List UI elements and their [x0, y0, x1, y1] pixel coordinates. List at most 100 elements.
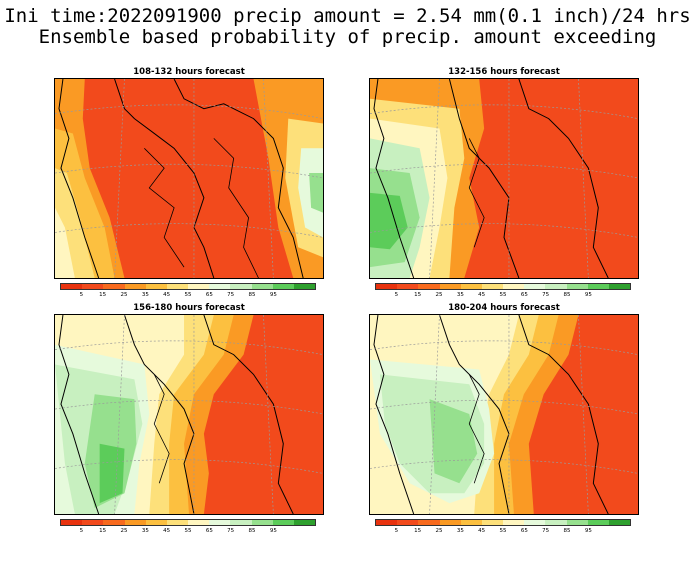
colorbar-tick-label: 35 [456, 528, 464, 534]
colorbar-ticks: 5 15 25 35 45 55 65 75 85 95 [60, 292, 316, 300]
colorbar-tick-label: 45 [478, 292, 486, 298]
colorbar-swatch [103, 284, 125, 289]
probability-map [369, 314, 639, 515]
colorbar-swatch [376, 520, 398, 525]
colorbar-tick-label: 95 [584, 292, 592, 298]
colorbar-swatch [272, 284, 294, 289]
colorbar-swatch [397, 520, 419, 525]
colorbar-tick-label: 55 [184, 528, 192, 534]
colorbar [375, 519, 631, 526]
colorbar-tick-label: 25 [435, 528, 443, 534]
colorbar-swatch [439, 284, 461, 289]
colorbar-swatch [124, 520, 146, 525]
colorbar-swatch [587, 284, 609, 289]
colorbar-swatch [503, 520, 525, 525]
colorbar-swatch [166, 520, 189, 525]
colorbar-tick-label: 75 [542, 292, 550, 298]
colorbar-tick-label: 15 [414, 292, 422, 298]
colorbar-swatch [481, 284, 504, 289]
colorbar [60, 283, 316, 290]
panel-title: 132-156 hours forecast [448, 67, 560, 77]
colorbar-swatch [566, 520, 588, 525]
panel-156-180: 156-180 hours forecast 5 15 25 35 45 55 65 75 85… [54, 303, 324, 563]
colorbar-tick-label: 95 [269, 528, 277, 534]
colorbar-swatch [61, 520, 83, 525]
colorbar [60, 519, 316, 526]
colorbar-tick-label: 95 [269, 292, 277, 298]
panel-title: 156-180 hours forecast [133, 303, 245, 313]
colorbar-swatch [481, 520, 504, 525]
colorbar-tick-label: 75 [227, 528, 235, 534]
colorbar-tick-label: 95 [584, 528, 592, 534]
colorbar-swatch [230, 520, 252, 525]
colorbar-tick-label: 35 [141, 292, 149, 298]
colorbar-swatch [566, 284, 588, 289]
colorbar-tick-label: 45 [163, 292, 171, 298]
colorbar-swatch [608, 284, 631, 289]
panel-title: 108-132 hours forecast [133, 67, 245, 77]
colorbar-tick-label: 15 [99, 528, 107, 534]
colorbar-swatch [166, 284, 189, 289]
probability-map [369, 78, 639, 279]
colorbar-swatch [439, 520, 461, 525]
colorbar [375, 283, 631, 290]
colorbar-tick-label: 55 [499, 528, 507, 534]
colorbar-tick-label: 85 [248, 528, 256, 534]
probability-map [54, 314, 324, 515]
colorbar-swatch [82, 284, 104, 289]
colorbar-tick-label: 35 [456, 292, 464, 298]
colorbar-ticks: 5 15 25 35 45 55 65 75 85 95 [60, 528, 316, 536]
figure-title-line2: Ensemble based probability of precip. am… [38, 26, 657, 48]
colorbar-tick-label: 55 [184, 292, 192, 298]
colorbar-swatch [251, 520, 273, 525]
colorbar-swatch [376, 284, 398, 289]
colorbar-swatch [418, 284, 440, 289]
panel-180-204: 180-204 hours forecast 5 15 25 35 45 55 65 75 85… [369, 303, 639, 563]
colorbar-swatch [460, 284, 482, 289]
colorbar-swatch [124, 284, 146, 289]
colorbar-swatch [188, 520, 210, 525]
colorbar-tick-label: 35 [141, 528, 149, 534]
colorbar-tick-label: 65 [205, 292, 213, 298]
colorbar-tick-label: 85 [563, 292, 571, 298]
colorbar-tick-label: 85 [563, 528, 571, 534]
colorbar-swatch [587, 520, 609, 525]
colorbar-tick-label: 25 [435, 292, 443, 298]
colorbar-tick-label: 65 [520, 292, 528, 298]
colorbar-swatch [397, 284, 419, 289]
colorbar-swatch [188, 284, 210, 289]
colorbar-swatch [145, 284, 167, 289]
colorbar-tick-label: 15 [414, 528, 422, 534]
colorbar-tick-label: 15 [99, 292, 107, 298]
colorbar-tick-label: 5 [394, 292, 399, 298]
colorbar-tick-label: 45 [163, 528, 171, 534]
colorbar-swatch [293, 284, 316, 289]
colorbar-swatch [524, 284, 546, 289]
colorbar-swatch [251, 284, 273, 289]
colorbar-swatch [545, 284, 567, 289]
colorbar-tick-label: 85 [248, 292, 256, 298]
colorbar-swatch [293, 520, 316, 525]
colorbar-swatch [209, 520, 231, 525]
colorbar-swatch [272, 520, 294, 525]
colorbar-swatch [460, 520, 482, 525]
colorbar-swatch [503, 284, 525, 289]
colorbar-swatch [209, 284, 231, 289]
colorbar-swatch [608, 520, 631, 525]
colorbar-ticks: 5 15 25 35 45 55 65 75 85 95 [375, 292, 631, 300]
colorbar-tick-label: 25 [120, 292, 128, 298]
panel-title: 180-204 hours forecast [448, 303, 560, 313]
panel-108-132: 108-132 hours forecast 5 15 25 35 45 55 65 75 8 [54, 67, 324, 327]
figure-title-line1: Ini time:2022091900 precip amount = 2.54… [4, 5, 691, 27]
colorbar-tick-label: 75 [542, 528, 550, 534]
probability-map [54, 78, 324, 279]
colorbar-tick-label: 5 [79, 292, 84, 298]
colorbar-swatch [61, 284, 83, 289]
colorbar-tick-label: 75 [227, 292, 235, 298]
colorbar-tick-label: 5 [394, 528, 399, 534]
colorbar-tick-label: 5 [79, 528, 84, 534]
panel-132-156: 132-156 hours forecast 5 15 25 35 45 55 65 75 85… [369, 67, 639, 327]
colorbar-ticks: 5 15 25 35 45 55 65 75 85 95 [375, 528, 631, 536]
colorbar-swatch [103, 520, 125, 525]
colorbar-swatch [145, 520, 167, 525]
